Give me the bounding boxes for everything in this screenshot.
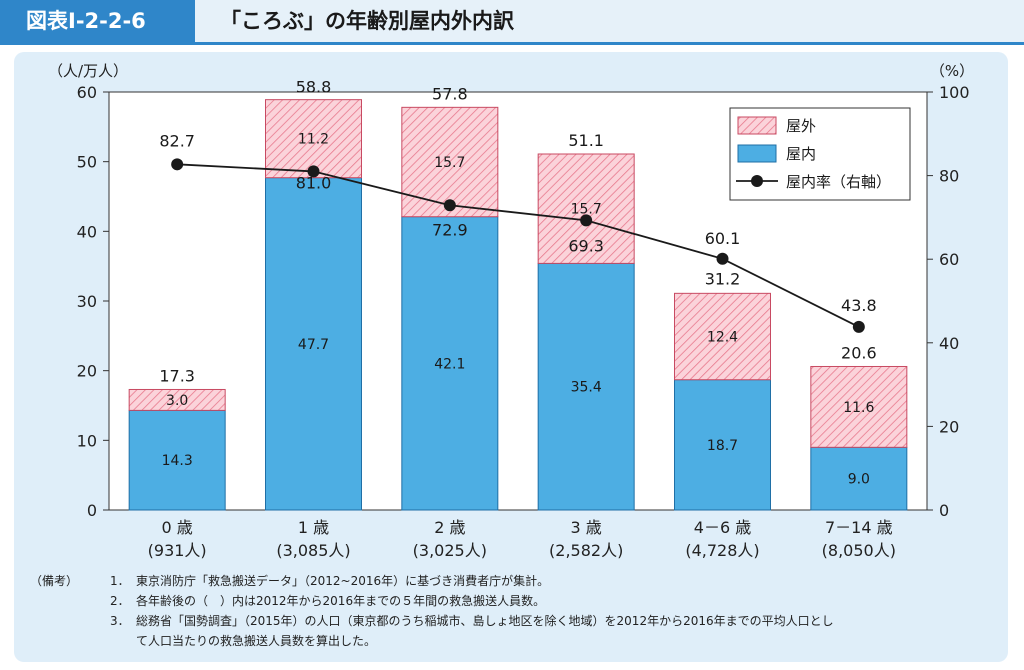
data-label-outdoor: 12.4 xyxy=(707,330,738,346)
x-tick-label: 3 歳 xyxy=(571,518,602,537)
legend-label-indoor-rate: 屋内率（右軸） xyxy=(786,173,891,191)
indoor-rate-point xyxy=(580,214,593,227)
legend-label-outdoor: 屋外 xyxy=(786,117,816,135)
right-axis-unit: （%） xyxy=(930,62,974,80)
x-tick-sublabel: (3,085人) xyxy=(276,541,350,560)
note-number: 3． xyxy=(110,614,130,628)
x-tick-label: 0 歳 xyxy=(162,518,193,537)
note-text: 総務省「国勢調査」（2015年）の人口（東京都のうち稲城市、島しょ地区を除く地域… xyxy=(136,614,834,628)
data-label-indoor: 35.4 xyxy=(571,380,602,396)
note-text: 東京消防庁「救急搬送データ」（2012~2016年）に基づき消費者庁が集計。 xyxy=(136,574,550,588)
figure-label: 図表Ⅰ-2-2-6 xyxy=(0,0,195,42)
data-label-total: 31.2 xyxy=(705,270,741,289)
note-text-continued: て人口当たりの救急搬送人員数を算出した。 xyxy=(136,634,377,648)
x-tick-sublabel: (2,582人) xyxy=(549,541,623,560)
indoor-rate-point xyxy=(852,320,865,333)
bar-segment-indoor xyxy=(128,409,226,511)
data-label-indoor-rate: 82.7 xyxy=(159,131,195,150)
stacked-bar-line-chart: 0 10 20 30 40 50 60 0 20 40 60 80 100 （人/万人） （%） 0 歳 (93… xyxy=(48,62,974,560)
left-axis-unit: （人/万人） xyxy=(48,62,128,80)
figure-title: 「ころぶ」の年齢別屋内外内訳 xyxy=(220,9,514,33)
x-tick-sublabel: (3,025人) xyxy=(413,541,487,560)
data-label-outdoor: 3.0 xyxy=(166,393,188,409)
data-label-total: 51.1 xyxy=(568,131,604,150)
data-label-total: 20.6 xyxy=(841,343,877,362)
indoor-rate-point xyxy=(716,252,729,265)
right-tick-label: 100 xyxy=(939,83,970,102)
data-label-indoor: 14.3 xyxy=(162,453,193,469)
data-label-outdoor: 15.7 xyxy=(434,155,465,171)
left-tick-label: 50 xyxy=(77,153,97,172)
data-label-outdoor: 15.7 xyxy=(571,202,602,218)
data-label-total: 17.3 xyxy=(159,366,195,385)
bar-segment-outdoor xyxy=(674,292,771,381)
left-tick-label: 30 xyxy=(77,292,97,311)
right-tick-label: 0 xyxy=(939,501,949,520)
data-label-total: 57.8 xyxy=(432,84,468,103)
left-tick-label: 0 xyxy=(87,501,97,520)
data-label-outdoor: 11.2 xyxy=(298,132,329,148)
bar-segment-outdoor xyxy=(537,153,635,264)
data-label-indoor-rate: 72.9 xyxy=(432,220,468,239)
data-label-indoor: 18.7 xyxy=(707,438,738,454)
legend-label-indoor: 屋内 xyxy=(786,145,816,163)
bar-segment-outdoor xyxy=(265,99,362,179)
data-label-indoor-rate: 43.8 xyxy=(841,296,877,315)
indoor-rate-point xyxy=(443,199,456,212)
indoor-rate-line xyxy=(177,163,860,328)
data-label-indoor-rate: 81.0 xyxy=(296,173,332,192)
data-label-indoor-rate: 69.3 xyxy=(568,236,604,255)
right-tick-label: 60 xyxy=(939,250,959,269)
note-text: 各年齢後の（ ）内は2012年から2016年までの５年間の救急搬送人員数。 xyxy=(136,594,546,608)
x-tick-label: 2 歳 xyxy=(434,518,465,537)
bar-segment-indoor xyxy=(537,262,635,511)
bar-segment-indoor xyxy=(265,177,362,511)
right-tick-label: 80 xyxy=(939,167,959,186)
legend-swatch-indoor xyxy=(737,144,777,163)
x-tick-sublabel: (4,728人) xyxy=(685,541,759,560)
left-tick-label: 10 xyxy=(77,431,97,450)
data-label-indoor: 47.7 xyxy=(298,337,329,353)
bar-segment-indoor xyxy=(674,379,771,511)
left-tick-label: 60 xyxy=(77,83,97,102)
x-tick-label: 1 歳 xyxy=(298,518,329,537)
indoor-rate-point xyxy=(307,165,320,178)
legend-swatch-outdoor xyxy=(737,116,777,135)
x-tick-sublabel: (931人) xyxy=(148,541,207,560)
x-tick-label: 4－6 歳 xyxy=(694,518,751,537)
data-label-indoor: 9.0 xyxy=(848,472,870,488)
left-tick-label: 40 xyxy=(77,222,97,241)
bar-segment-outdoor xyxy=(128,388,226,411)
notes-tag: （備考） xyxy=(30,574,79,588)
legend-swatch-point xyxy=(751,175,763,187)
bar-segment-indoor xyxy=(401,216,499,511)
note-number: 1． xyxy=(110,574,130,588)
figure-header: 図表Ⅰ-2-2-6 「ころぶ」の年齢別屋内外内訳 xyxy=(0,0,1024,46)
bar-segment-outdoor xyxy=(401,106,499,218)
bar-segment-indoor xyxy=(810,446,908,511)
right-tick-label: 20 xyxy=(939,417,959,436)
data-label-indoor: 42.1 xyxy=(434,356,465,372)
data-label-outdoor: 11.6 xyxy=(843,400,874,416)
bar-segment-outdoor xyxy=(810,365,908,448)
x-tick-sublabel: (8,050人) xyxy=(822,541,896,560)
data-label-total: 58.8 xyxy=(296,77,332,96)
x-tick-label: 7－14 歳 xyxy=(825,518,893,537)
right-tick-label: 40 xyxy=(939,334,959,353)
indoor-rate-point xyxy=(171,158,184,171)
data-label-indoor-rate: 60.1 xyxy=(705,229,741,248)
note-number: 2． xyxy=(110,594,130,608)
left-tick-label: 20 xyxy=(77,362,97,381)
